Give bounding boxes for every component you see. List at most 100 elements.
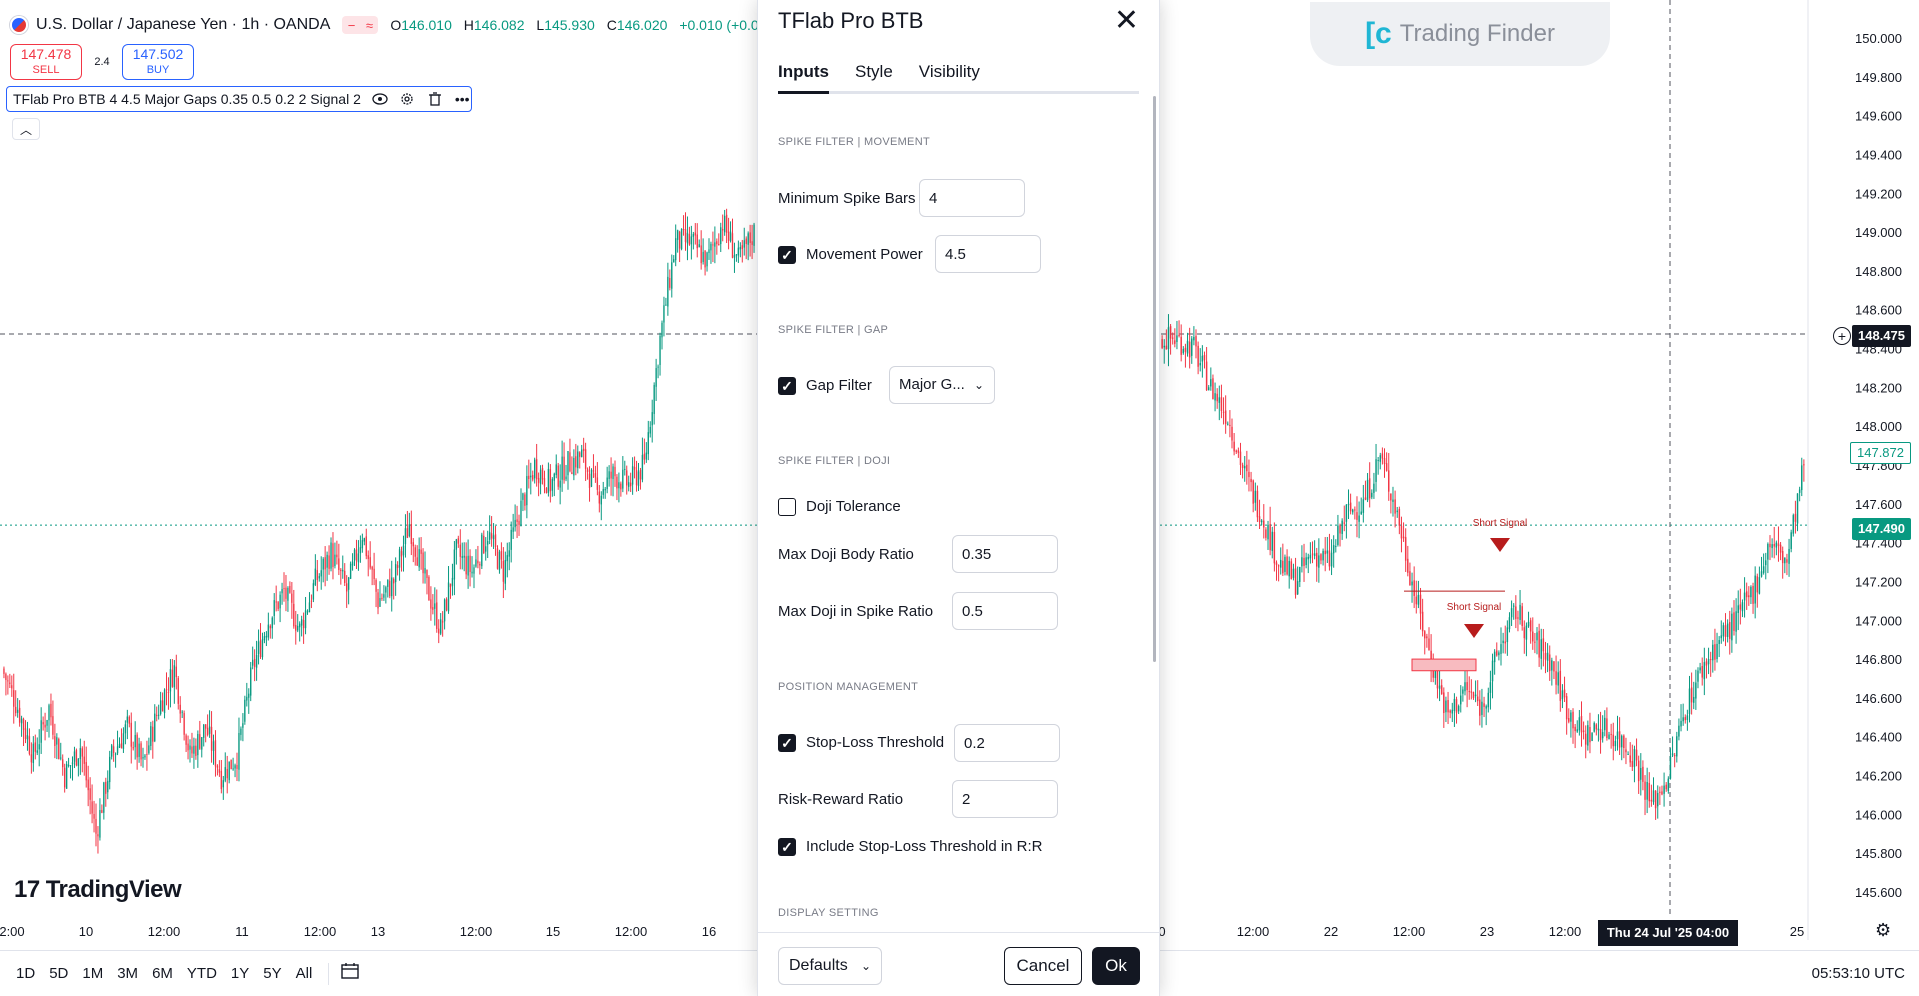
candle-body [487, 541, 489, 545]
calendar-goto-icon[interactable] [341, 962, 361, 985]
candle-body [1254, 490, 1257, 503]
candle-body [173, 665, 176, 688]
range-6m[interactable]: 6M [152, 965, 173, 982]
candle-body [532, 475, 534, 480]
candle-body [93, 813, 95, 819]
indicator-legend[interactable]: TFlab Pro BTB 4 4.5 Major Gaps 0.35 0.5 … [6, 86, 472, 112]
candle-body [1203, 354, 1206, 361]
candle-body [1684, 717, 1687, 721]
candle-body [326, 554, 328, 568]
range-all[interactable]: All [295, 965, 313, 982]
tradingview-logo: 17 TradingView [14, 876, 182, 903]
candle-body [1178, 334, 1180, 337]
candle-body [729, 231, 732, 241]
tab-style[interactable]: Style [855, 62, 893, 81]
candle-body [1584, 733, 1587, 745]
candle-body [1292, 568, 1295, 578]
candle-body [1485, 706, 1487, 709]
candle-body [1385, 463, 1388, 471]
price-tick-label: 146.400 [1855, 730, 1902, 745]
range-1m[interactable]: 1M [82, 965, 104, 982]
candle-body [5, 673, 7, 681]
cancel-button[interactable]: Cancel [1004, 947, 1082, 985]
include-sl-checkbox[interactable]: ✓ [778, 838, 796, 856]
candle-body [1743, 592, 1746, 601]
rr-input[interactable] [952, 780, 1058, 818]
candle-body [1771, 544, 1773, 549]
candle-body [13, 690, 15, 707]
utc-clock[interactable]: 05:53:10 UTC [1811, 965, 1905, 982]
candle-body [1235, 450, 1237, 453]
time-tick-label: 12:00 [148, 924, 181, 939]
candle-body [265, 635, 268, 638]
collapse-legend-button[interactable]: ︿ [12, 118, 40, 140]
candle-body [1559, 670, 1562, 701]
candle-body [54, 736, 56, 747]
range-1d[interactable]: 1D [16, 965, 36, 982]
section-movement: SPIKE FILTER | MOVEMENT [778, 136, 930, 148]
candle-body [488, 532, 491, 540]
indicator-label[interactable]: TFlab Pro BTB 4 4.5 Major Gaps 0.35 0.5 … [13, 91, 361, 107]
defaults-dropdown[interactable]: Defaults ⌄ [778, 947, 882, 985]
time-tick-label: 12:00 [304, 924, 337, 939]
candle-body [1400, 525, 1403, 539]
candle-body [62, 759, 64, 768]
candle-body [541, 468, 544, 480]
candle-body [477, 560, 479, 564]
chart-settings-icon[interactable]: ⚙ [1875, 920, 1892, 940]
min-spike-input[interactable] [919, 179, 1025, 217]
signal-1-arrow [1490, 538, 1510, 552]
range-1y[interactable]: 1Y [230, 965, 250, 982]
market-status-badge[interactable]: − ≈ [342, 16, 379, 34]
max-doji-body-input[interactable] [952, 535, 1058, 573]
range-5y[interactable]: 5Y [263, 965, 282, 982]
gap-filter-select[interactable]: Major G... ⌄ [889, 366, 995, 404]
more-icon[interactable]: ••• [454, 91, 470, 107]
candle-body [1402, 536, 1405, 539]
candle-body [571, 472, 573, 475]
sell-button[interactable]: 147.478 SELL [10, 44, 82, 80]
symbol-title[interactable]: U.S. Dollar / Japanese Yen · 1h · OANDA [36, 16, 331, 33]
doji-tolerance-checkbox[interactable] [778, 498, 796, 516]
candle-body [206, 727, 209, 736]
candle-body [40, 720, 42, 743]
candle-body [1186, 340, 1189, 354]
candle-body [1752, 585, 1754, 604]
candle-body [1720, 635, 1723, 639]
buy-button[interactable]: 147.502 BUY [122, 44, 194, 80]
candle-body [753, 224, 755, 246]
tab-inputs[interactable]: Inputs [778, 60, 829, 94]
candle-body [608, 471, 610, 479]
candle-body [645, 452, 648, 460]
gap-filter-checkbox[interactable]: ✓ [778, 377, 796, 395]
range-3m[interactable]: 3M [117, 965, 139, 982]
tradingfinder-watermark: [c Trading Finder [1310, 2, 1610, 66]
gear-icon[interactable] [398, 90, 416, 108]
candle-body [569, 452, 571, 472]
price-tick-label: 145.800 [1855, 846, 1902, 861]
movement-power-input[interactable] [935, 235, 1041, 273]
candle-body [496, 548, 499, 569]
candle-body [1750, 586, 1752, 598]
eye-icon[interactable] [371, 90, 389, 108]
stop-loss-input[interactable] [954, 724, 1060, 762]
candle-body [1290, 561, 1293, 580]
tab-visibility[interactable]: Visibility [918, 62, 980, 81]
crosshair-add-icon[interactable]: + [1833, 327, 1851, 345]
time-tick-label: 22 [1324, 924, 1338, 939]
range-ytd[interactable]: YTD [186, 965, 217, 982]
movement-power-checkbox[interactable]: ✓ [778, 246, 796, 264]
max-doji-spike-input[interactable] [952, 592, 1058, 630]
trash-icon[interactable] [426, 90, 444, 108]
candle-body [1453, 698, 1456, 711]
range-5d[interactable]: 5D [49, 965, 69, 982]
dialog-scrollbar[interactable] [1153, 96, 1156, 662]
candle-body [1324, 550, 1326, 555]
signal-2-label: Short Signal [1447, 602, 1501, 613]
candle-body [269, 625, 271, 629]
candle-body [197, 733, 199, 756]
close-icon[interactable]: ✕ [1113, 4, 1139, 37]
tradingfinder-mark-icon: [c [1365, 17, 1392, 50]
ok-button[interactable]: Ok [1092, 947, 1140, 985]
stop-loss-checkbox[interactable]: ✓ [778, 734, 796, 752]
